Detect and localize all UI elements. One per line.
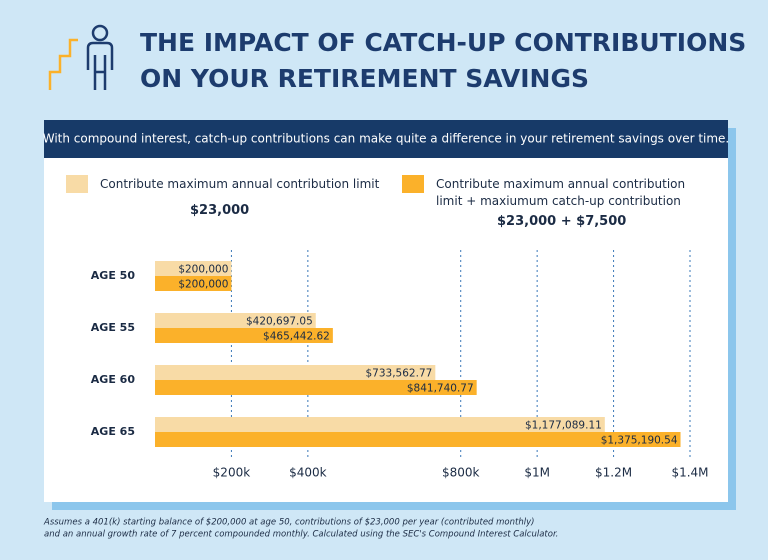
footnote: Assumes a 401(k) starting balance of $20… [43,518,534,528]
y-tick-label: AGE 65 [91,425,135,438]
subtitle: With compound interest, catch-up contrib… [43,132,730,146]
y-tick-label: AGE 50 [91,269,136,282]
title-line: ON YOUR RETIREMENT SAVINGS [140,64,589,93]
bar [155,261,232,276]
x-tick-label: $1.4M [671,466,708,480]
x-tick-label: $1.2M [595,466,632,480]
bar [155,276,232,291]
footnote: and an annual growth rate of 7 percent c… [44,530,558,540]
y-tick-label: AGE 60 [91,373,136,386]
bar [155,313,316,328]
data-label: $1,177,089.11 [525,420,602,432]
icon [48,24,114,90]
legend-amount: $23,000 + $7,500 [497,214,627,229]
y-tick-label: AGE 55 [91,321,135,334]
data-label: $841,740.77 [407,383,474,395]
legend-amount: $23,000 [190,203,250,218]
banner [44,120,728,158]
data-label: $1,375,190.54 [601,435,678,447]
data-label: $465,442.62 [263,331,330,343]
legend-swatch [402,175,424,193]
bar [155,380,477,395]
legend-swatch [66,175,88,193]
x-tick-label: $1M [524,466,550,480]
bar [155,365,436,380]
bar [155,417,605,432]
bar [155,432,681,447]
legend-entry: Contribute maximum annual contribution l… [436,177,686,208]
x-tick-label: $400k [289,466,327,480]
title-line: THE IMPACT OF CATCH-UP CONTRIBUTIONS [140,28,746,57]
bar [155,328,333,343]
data-label: $200,000 [178,279,228,291]
data-label: $420,697.05 [246,316,313,328]
legend-entry: Contribute maximum annual contribution l… [100,177,380,191]
data-label: $200,000 [178,264,228,276]
x-tick-label: $800k [442,466,480,480]
data-label: $733,562.77 [366,368,433,380]
x-tick-label: $200k [213,466,251,480]
